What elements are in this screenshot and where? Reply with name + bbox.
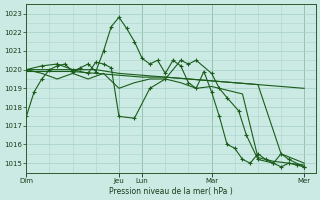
X-axis label: Pression niveau de la mer( hPa ): Pression niveau de la mer( hPa ) xyxy=(109,187,233,196)
